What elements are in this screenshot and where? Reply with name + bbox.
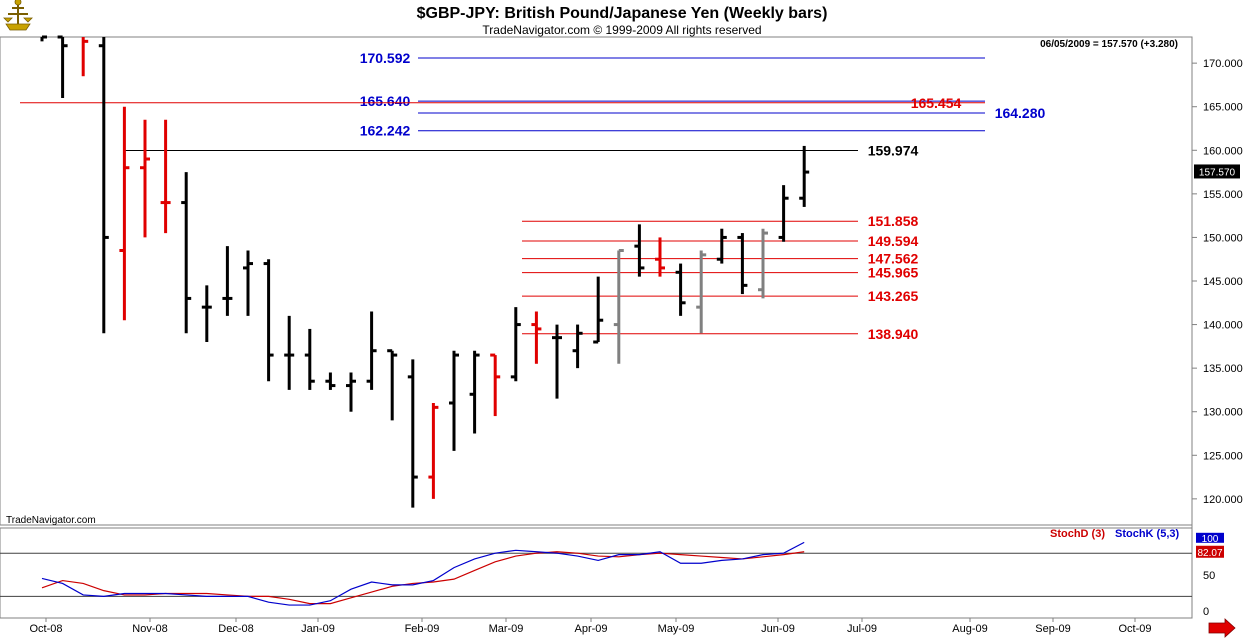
stochk-last-label: 100 — [1202, 534, 1219, 545]
x-tick-label: Mar-09 — [489, 623, 524, 635]
x-tick-label: Oct-08 — [29, 623, 62, 635]
y-tick-label: 155.000 — [1203, 189, 1243, 201]
price-y-axis: 120.000 125.000 130.000 135.000 140.000 145.0… — [1192, 58, 1243, 506]
level-label: 164.280 — [995, 105, 1046, 121]
level-label: 143.265 — [868, 288, 919, 304]
y-tick-label: 125.000 — [1203, 450, 1243, 462]
level-lines: 170.592 165.640 165.454 164.280 162.242 159.9… — [20, 50, 1046, 342]
stochk-line — [41, 541, 805, 606]
x-tick-label: Sep-09 — [1035, 623, 1070, 635]
y-tick-label: 140.000 — [1203, 320, 1243, 332]
scroll-right-arrow-icon[interactable] — [1208, 618, 1236, 638]
trade-navigator-logo — [3, 0, 33, 31]
x-tick-label: Feb-09 — [405, 623, 440, 635]
y-tick-label: 150.000 — [1203, 232, 1243, 244]
indicator-panel-frame — [0, 527, 1193, 619]
x-tick-label: Aug-09 — [952, 623, 987, 635]
chart-copyright: TradeNavigator.com © 1999-2009 All right… — [482, 23, 761, 37]
last-price-label: 157.570 — [1199, 167, 1236, 178]
last-price-box — [1194, 164, 1240, 179]
level-label: 170.592 — [360, 50, 411, 66]
last-quote-label: 06/05/2009 = 157.570 (+3.280) — [1040, 39, 1178, 50]
level-label: 165.640 — [360, 93, 411, 109]
level-label: 162.242 — [360, 123, 411, 139]
y-tick-label: 130.000 — [1203, 407, 1243, 419]
x-tick-label: Dec-08 — [218, 623, 253, 635]
legend-stochk: StochK (5,3) — [1115, 528, 1180, 540]
y-tick-label: 170.000 — [1203, 58, 1243, 70]
last-price-marker: 157.570 — [1194, 164, 1240, 179]
level-label: 147.562 — [868, 251, 919, 267]
price-panel-frame — [0, 36, 1193, 526]
y-tick-label: 120.000 — [1203, 494, 1243, 506]
y-tick-label: 160.000 — [1203, 145, 1243, 157]
stoch-y-tick-label: 0 — [1203, 606, 1209, 618]
level-label: 149.594 — [868, 233, 919, 249]
stochastic-panel: 0 50 100 82.07 — [0, 532, 1224, 618]
x-tick-label: Jun-09 — [761, 623, 795, 635]
level-label: 159.974 — [868, 143, 919, 159]
level-label: 165.454 — [911, 95, 962, 111]
y-tick-label: 145.000 — [1203, 276, 1243, 288]
chart-title: $GBP-JPY: British Pound/Japanese Yen (We… — [417, 5, 828, 22]
level-label: 138.940 — [868, 326, 919, 342]
watermark-label: TradeNavigator.com — [6, 515, 96, 526]
y-tick-label: 135.000 — [1203, 363, 1243, 375]
stochd-last-label: 82.07 — [1197, 548, 1222, 559]
price-bars — [40, 35, 810, 508]
x-tick-label: May-09 — [658, 623, 695, 635]
stoch-y-tick-label: 50 — [1203, 570, 1215, 582]
stochd-last-box — [1196, 545, 1224, 558]
x-tick-label: Apr-09 — [574, 623, 607, 635]
x-tick-label: Nov-08 — [132, 623, 167, 635]
date-x-axis: Oct-08 Nov-08 Dec-08 Jan-09 Feb-09 Mar-09 Apr-… — [29, 618, 1152, 635]
x-tick-label: Oct-09 — [1118, 623, 1151, 635]
level-label: 145.965 — [868, 265, 919, 281]
y-tick-label: 165.000 — [1203, 102, 1243, 114]
stochk-last-box — [1196, 532, 1224, 543]
x-tick-label: Jan-09 — [301, 623, 335, 635]
x-tick-label: Jul-09 — [847, 623, 877, 635]
level-label: 151.858 — [868, 213, 919, 229]
legend-stochd: StochD (3) — [1050, 528, 1105, 540]
